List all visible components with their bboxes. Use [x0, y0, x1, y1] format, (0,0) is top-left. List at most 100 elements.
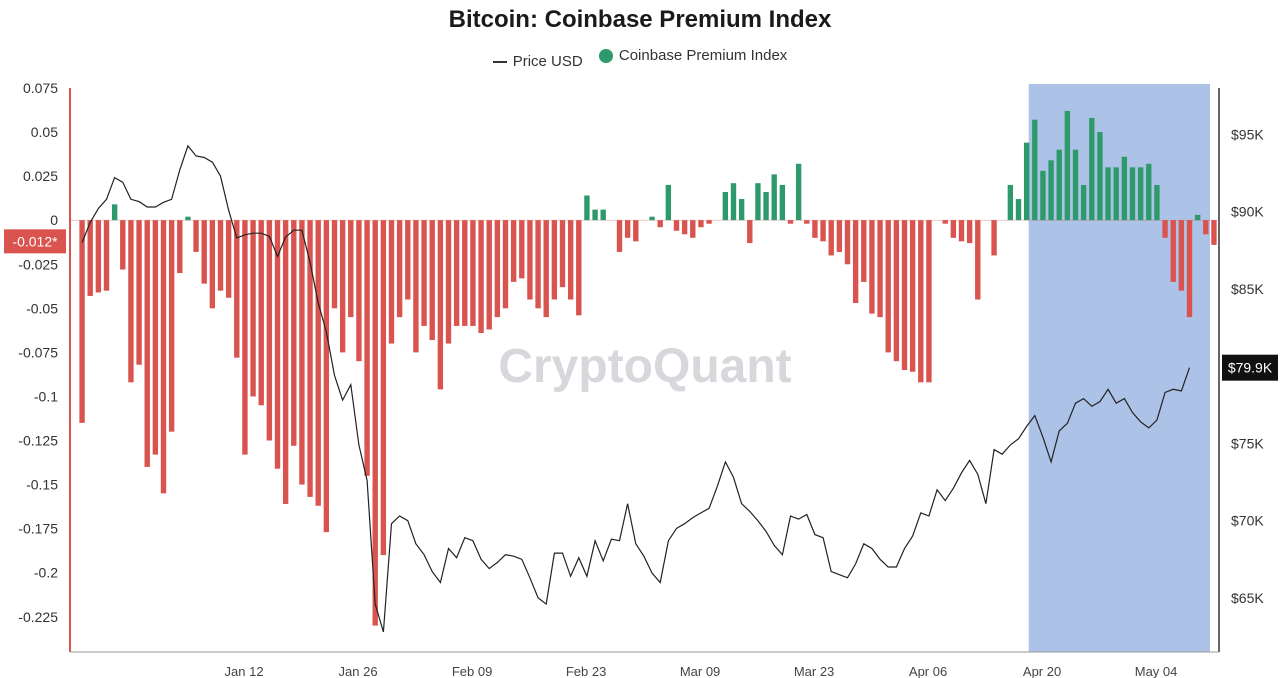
right-tick-label: $95K — [1231, 126, 1264, 142]
premium-bar — [722, 191, 729, 221]
premium-bar — [111, 204, 118, 221]
premium-bar — [535, 220, 541, 309]
premium-bar — [405, 220, 411, 300]
x-tick-label: Feb 23 — [566, 664, 606, 678]
premium-bar — [1154, 184, 1160, 221]
x-tick-label: Apr 20 — [1023, 664, 1061, 678]
premium-bar — [364, 220, 370, 476]
premium-bar — [567, 220, 574, 300]
left-tick-label: -0.175 — [18, 521, 58, 537]
current-premium-label: -0.012* — [12, 233, 58, 249]
premium-bar — [795, 163, 802, 221]
watermark-text: CryptoQuant — [498, 340, 791, 393]
premium-bar — [1040, 170, 1046, 221]
premium-bar — [690, 220, 696, 238]
premium-bar — [657, 220, 663, 228]
premium-bar — [1137, 167, 1144, 221]
premium-bar — [771, 174, 777, 221]
premium-bar — [437, 220, 444, 390]
premium-bar — [852, 220, 859, 304]
premium-bar — [958, 220, 965, 242]
premium-bar — [225, 220, 232, 298]
premium-bar — [1105, 167, 1111, 221]
premium-bar — [592, 209, 598, 221]
premium-bar — [543, 220, 549, 318]
premium-bar — [1097, 132, 1103, 221]
premium-bar — [380, 220, 387, 556]
premium-bar — [649, 216, 655, 221]
premium-bar — [453, 220, 460, 326]
premium-bar — [177, 220, 183, 274]
right-tick-label: $65K — [1231, 590, 1264, 606]
premium-bar — [120, 220, 126, 270]
premium-bar — [266, 220, 273, 441]
chart-title: Bitcoin: Coinbase Premium Index — [448, 6, 832, 33]
x-tick-label: Jan 12 — [225, 664, 264, 678]
premium-bar — [510, 220, 517, 282]
premium-bar — [413, 220, 419, 353]
premium-bar — [730, 183, 737, 221]
premium-bar — [1015, 199, 1022, 221]
premium-bar — [844, 220, 851, 265]
premium-bar — [926, 220, 932, 383]
premium-bar — [877, 220, 883, 318]
x-tick-label: Feb 09 — [452, 664, 492, 678]
right-tick-label: $75K — [1231, 435, 1264, 451]
premium-bar — [445, 220, 452, 344]
left-tick-label: -0.1 — [34, 388, 58, 404]
premium-bar — [820, 220, 826, 242]
premium-bar — [551, 220, 558, 300]
premium-bar — [1162, 220, 1168, 238]
premium-bar — [356, 220, 362, 362]
current-price-label: $79.9K — [1228, 360, 1273, 376]
premium-bar — [87, 220, 93, 296]
premium-bar — [1121, 156, 1128, 221]
premium-bar — [1032, 119, 1038, 221]
premium-bar — [942, 220, 948, 224]
left-tick-label: -0.05 — [26, 300, 58, 316]
line-legend-icon — [492, 60, 507, 63]
premium-bar — [738, 199, 745, 221]
left-tick-label: -0.2 — [34, 565, 58, 581]
premium-bar — [600, 209, 606, 221]
premium-bar — [763, 191, 769, 221]
premium-bar — [975, 220, 981, 300]
premium-bar — [1203, 220, 1209, 235]
premium-bar — [242, 220, 248, 455]
left-tick-label: -0.125 — [18, 433, 58, 449]
premium-bar — [274, 220, 281, 469]
premium-bar — [861, 220, 867, 282]
premium-bar — [193, 220, 199, 252]
premium-bar — [755, 183, 761, 221]
premium-bar — [893, 220, 900, 362]
premium-bar — [478, 220, 484, 333]
left-tick-label: -0.075 — [18, 344, 58, 360]
premium-bar — [372, 220, 378, 626]
premium-bar — [168, 220, 175, 432]
premium-bar — [991, 220, 997, 256]
legend-item-price[interactable]: Price USD — [492, 53, 583, 70]
premium-bar — [494, 220, 501, 318]
premium-bar — [559, 220, 566, 288]
premium-bar — [1080, 184, 1087, 221]
premium-bar — [323, 220, 330, 533]
premium-bar — [885, 220, 891, 353]
premium-bar — [258, 220, 264, 406]
premium-bar — [665, 184, 672, 221]
dot-legend-icon — [598, 48, 613, 63]
premium-bar — [185, 216, 191, 221]
left-tick-label: 0.075 — [23, 80, 58, 96]
premium-bar — [1007, 184, 1014, 221]
current-price-badge — [1222, 354, 1278, 381]
legend-label-premium: Coinbase Premium Index — [618, 47, 788, 64]
right-tick-label: $85K — [1231, 281, 1264, 297]
legend-item-premium[interactable]: Coinbase Premium Index — [598, 47, 788, 64]
premium-bar — [136, 220, 142, 365]
premium-bar — [787, 220, 794, 224]
price-line — [81, 144, 1191, 633]
premium-bar — [291, 220, 297, 446]
highlight-band — [1028, 84, 1210, 652]
premium-bar — [1089, 117, 1095, 221]
premium-bar — [706, 220, 712, 224]
